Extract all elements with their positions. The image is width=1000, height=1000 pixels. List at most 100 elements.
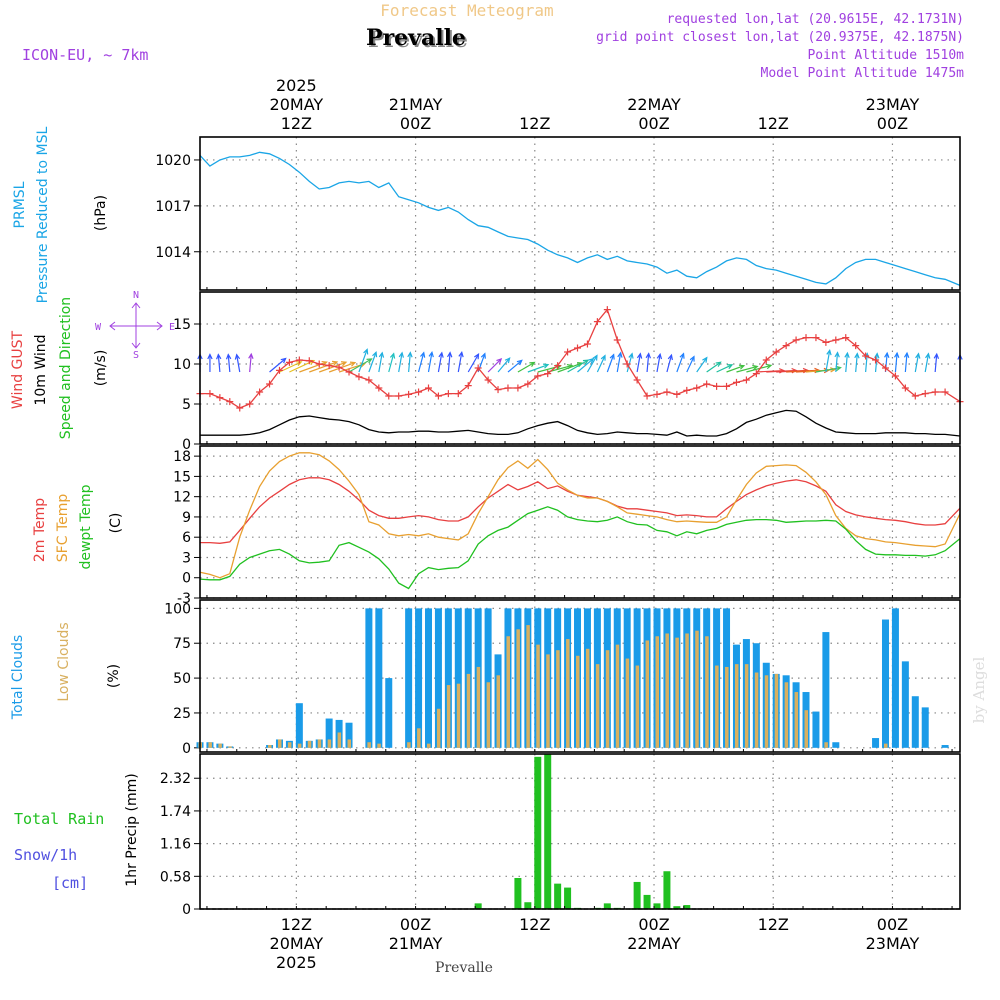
wind-arrow-head [933,352,940,359]
low-cloud-bar [228,746,232,748]
gust-marker [752,370,760,378]
ytick-label: 15 [173,469,191,485]
ytick-label: 0 [182,741,191,757]
total-cloud-bar [941,745,949,748]
wind-arrow-head [474,353,480,360]
time-label: 23MAY [866,95,920,114]
dewpt-temp-line [199,506,961,590]
total-cloud-bar [822,632,830,748]
low-cloud-bar [546,654,550,748]
wind-arrow-head [372,350,378,358]
super-title: Forecast Meteogram [380,1,553,20]
time-label: 00Z [638,114,669,133]
wind-arrow [686,356,695,373]
wind-arrow [249,354,252,373]
rain-bar [544,754,552,909]
wind-arrow [447,352,451,373]
wind-arrow [666,354,673,373]
gust-marker [842,334,850,342]
low-cloud-bar [268,745,272,748]
wind-arrow [408,352,411,373]
wind-arrow-head [438,351,444,358]
temp-unit-label: (C) [108,513,124,534]
gust-marker [295,356,303,364]
wind-arrow [914,353,920,373]
time-label: 21MAY [389,95,443,114]
ytick-label: 2.32 [160,771,191,787]
low-cloud-bar [486,682,491,748]
gust-marker [236,404,244,412]
temperature-panel: -3 0 3 6 9 12 15 18 [173,445,961,607]
low-cloud-bar [456,683,461,748]
gust-marker [434,392,442,400]
low-cloud-bar [337,732,342,748]
rain-bar [643,894,651,909]
rain-bar [683,905,691,909]
wind-arrow [606,354,615,373]
pressure-side-labels: PRMSL Pressure Reduced to MSL (hPa) [12,126,109,303]
gust-marker [405,390,413,398]
wind-arrow-head [628,352,634,359]
wind-arrow-head [378,351,385,358]
wind-arrow [894,353,898,373]
gust-marker [554,362,562,370]
wind-arrow [378,352,383,373]
gust-marker [216,394,224,402]
gust-marker [901,384,909,392]
wind-arrow [696,357,708,373]
gust-marker [395,392,403,400]
time-label: 00Z [877,114,908,133]
wind-arrow-head [349,361,357,367]
low-cloud-bar [794,692,799,748]
compass-arrows [109,302,163,349]
low-cloud-bar [307,740,312,748]
wind-side-labels: Wind GUST 10m Wind Speed and Direction (… [10,297,109,439]
ytick-label: 0 [182,437,191,453]
ytick-label: 0.58 [160,869,191,885]
low-cloud-bar [585,648,590,748]
gust-marker [375,384,383,392]
ytick-label: 75 [173,636,191,652]
total-cloud-bar [295,703,303,748]
gust-marker [683,386,691,394]
gust-marker [325,362,333,370]
wind-arrow [348,358,372,373]
wind-arrow [398,352,403,373]
wind-arrow-head [248,352,254,359]
compass-rose: N W E S [95,290,175,361]
time-label: 12Z [519,915,550,934]
total-cloud-bar [872,738,880,748]
gust-marker [643,392,651,400]
ytick-label: -3 [177,591,191,607]
prmsl-label: PRMSL [12,181,28,228]
dewpt-temp-label: dewpt Temp [78,484,94,569]
low-cloud-bar [466,673,471,748]
low-cloud-bar [625,658,630,748]
wind-arrow-head [830,367,837,373]
wind-arrow [726,365,745,373]
gust-marker [832,336,840,344]
ytick-label: 100 [164,601,191,617]
low-cloud-bar [317,739,322,748]
wind-direction-arrows [197,348,963,374]
wind-arrow [835,352,839,373]
wind-arrow-head [844,351,850,358]
low-cloud-bar [536,644,540,748]
low-cloud-bar [526,625,530,748]
low-cloud-bar [595,664,600,748]
wind-arrow-head [480,352,486,359]
gust-marker [921,390,929,398]
gust-marker [355,373,363,381]
total-cloud-bar [901,661,909,748]
low-cloud-bar [506,636,510,748]
wind-arrow-head [340,361,348,367]
wind-arrow [636,353,641,373]
wind-arrow [577,358,594,373]
rain-bar [514,878,522,909]
wind-arrow-head [366,358,373,364]
low-cloud-bar [208,742,212,748]
low-clouds-label: Low Clouds [56,622,72,701]
gust-marker [862,352,870,360]
